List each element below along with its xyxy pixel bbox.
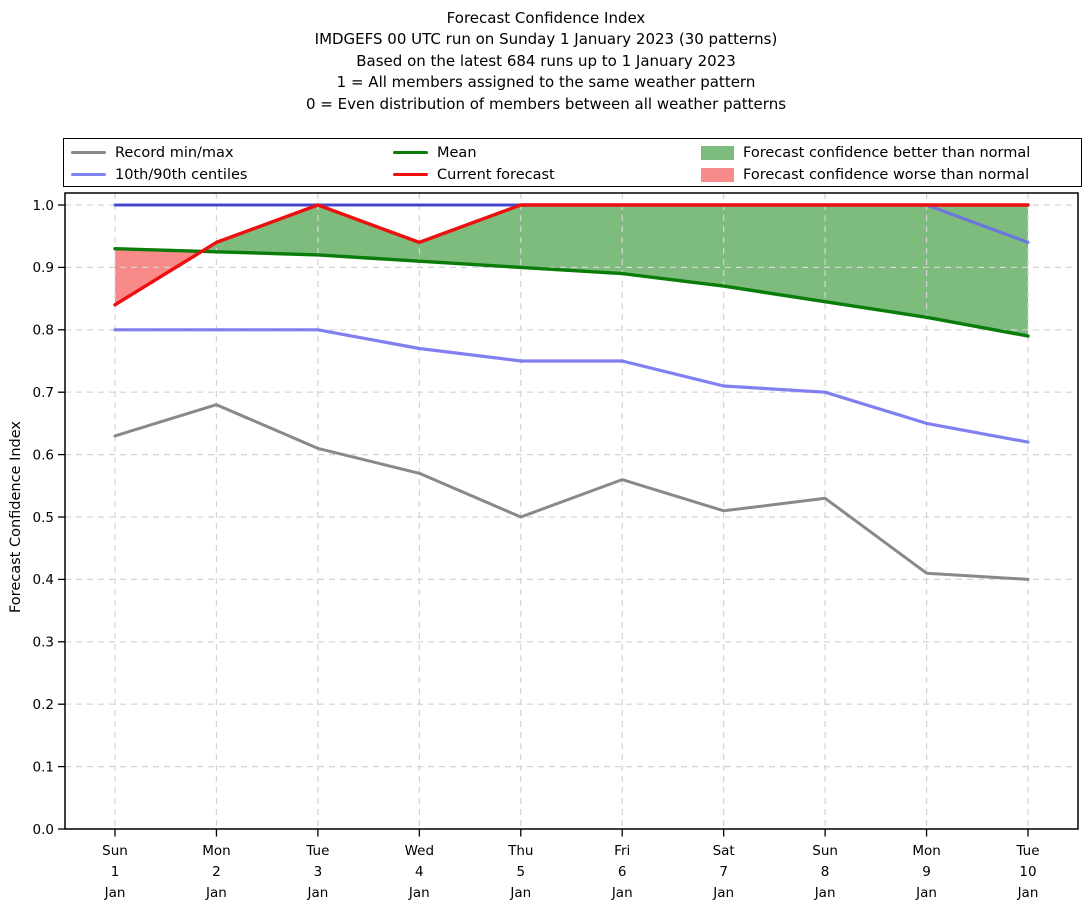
x-tick-label-dow: Mon [912, 843, 940, 859]
legend-item: Record min/max [71, 142, 234, 163]
x-tick-label-dow: Tue [1015, 843, 1039, 859]
y-tick-label: 0.2 [33, 697, 54, 713]
legend: Record min/max 10th/90th centiles Mean Curr… [63, 138, 1082, 187]
legend-line-swatch [71, 172, 106, 177]
x-tick-label-dow: Wed [405, 843, 434, 859]
series-line-record-min [113, 403, 1030, 581]
legend-line-swatch [71, 150, 106, 155]
x-tick-label-dow: Tue [305, 843, 329, 859]
legend-item-label: 10th/90th centiles [115, 166, 248, 183]
legend-item: Forecast confidence worse than normal [701, 164, 1029, 185]
x-tick-label-month: Jan [915, 885, 937, 901]
x-tick-label-day: 6 [618, 864, 627, 880]
y-tick-label: 1.0 [33, 198, 54, 214]
x-tick-label-day: 4 [415, 864, 424, 880]
x-tick-label-dow: Thu [507, 843, 533, 859]
x-tick-label-dow: Sun [102, 843, 128, 859]
legend-item-label: Mean [437, 144, 477, 161]
x-tick-label-month: Jan [814, 885, 836, 901]
x-tick-label-day: 2 [212, 864, 221, 880]
chart-title-block: Forecast Confidence Index IMDGEFS 00 UTC… [0, 8, 1092, 115]
y-tick-label: 0.0 [33, 822, 54, 838]
y-tick-label: 0.9 [33, 260, 54, 276]
x-tick-label-day: 7 [719, 864, 728, 880]
x-tick-label-month: Jan [509, 885, 531, 901]
series-line-10th-centile [113, 328, 1030, 444]
x-tick-label-month: Jan [611, 885, 633, 901]
x-tick-label-dow: Mon [202, 843, 230, 859]
x-tick-label-day: 1 [111, 864, 120, 880]
legend-line-swatch [393, 150, 428, 155]
legend-item-label: Record min/max [115, 144, 234, 161]
x-tick-label-month: Jan [205, 885, 227, 901]
y-tick-label: 0.5 [33, 510, 54, 526]
y-tick-label: 0.7 [33, 385, 54, 401]
x-tick-label-dow: Sat [713, 843, 735, 859]
x-tick-label-dow: Sun [812, 843, 838, 859]
series-line-mean [113, 247, 1030, 338]
legend-patch-swatch [701, 145, 734, 160]
x-tick-label-day: 3 [314, 864, 323, 880]
x-tick-label-day: 10 [1019, 864, 1036, 880]
y-tick-label: 0.1 [33, 759, 54, 775]
legend-item: 10th/90th centiles [71, 164, 247, 185]
y-tick-label: 0.4 [33, 572, 54, 588]
chart-subtitle-4: 0 = Even distribution of members between… [305, 94, 787, 113]
legend-item-label: Forecast confidence worse than normal [743, 166, 1030, 183]
x-tick-label-month: Jan [104, 885, 126, 901]
chart-subtitle-1: IMDGEFS 00 UTC run on Sunday 1 January 2… [314, 30, 778, 49]
legend-item: Mean [393, 142, 477, 163]
legend-line-swatch [393, 172, 428, 177]
chart-title: Forecast Confidence Index [446, 9, 646, 27]
y-tick-label: 0.6 [33, 447, 54, 463]
x-tick-label-month: Jan [1017, 885, 1039, 901]
legend-item: Current forecast [393, 164, 555, 185]
x-tick-label-day: 8 [821, 864, 830, 880]
x-tick-label-dow: Fri [614, 843, 630, 859]
chart-subtitle-3: 1 = All members assigned to the same wea… [336, 73, 756, 92]
x-tick-label-day: 9 [922, 864, 931, 880]
x-tick-label-month: Jan [712, 885, 734, 901]
legend-item-label: Current forecast [437, 166, 555, 183]
chart-subtitle-2: Based on the latest 684 runs up to 1 Jan… [356, 51, 736, 70]
y-tick-label: 0.8 [33, 323, 54, 339]
legend-item: Forecast confidence better than normal [701, 142, 1030, 163]
y-tick-label: 0.3 [33, 635, 54, 651]
legend-item-label: Forecast confidence better than normal [743, 144, 1031, 161]
x-tick-label-month: Jan [306, 885, 328, 901]
series-line-current-forecast [113, 203, 1030, 307]
plot-area-border [64, 192, 1079, 830]
x-tick-label-month: Jan [408, 885, 430, 901]
x-tick-label-day: 5 [516, 864, 525, 880]
legend-patch-swatch [701, 167, 734, 182]
